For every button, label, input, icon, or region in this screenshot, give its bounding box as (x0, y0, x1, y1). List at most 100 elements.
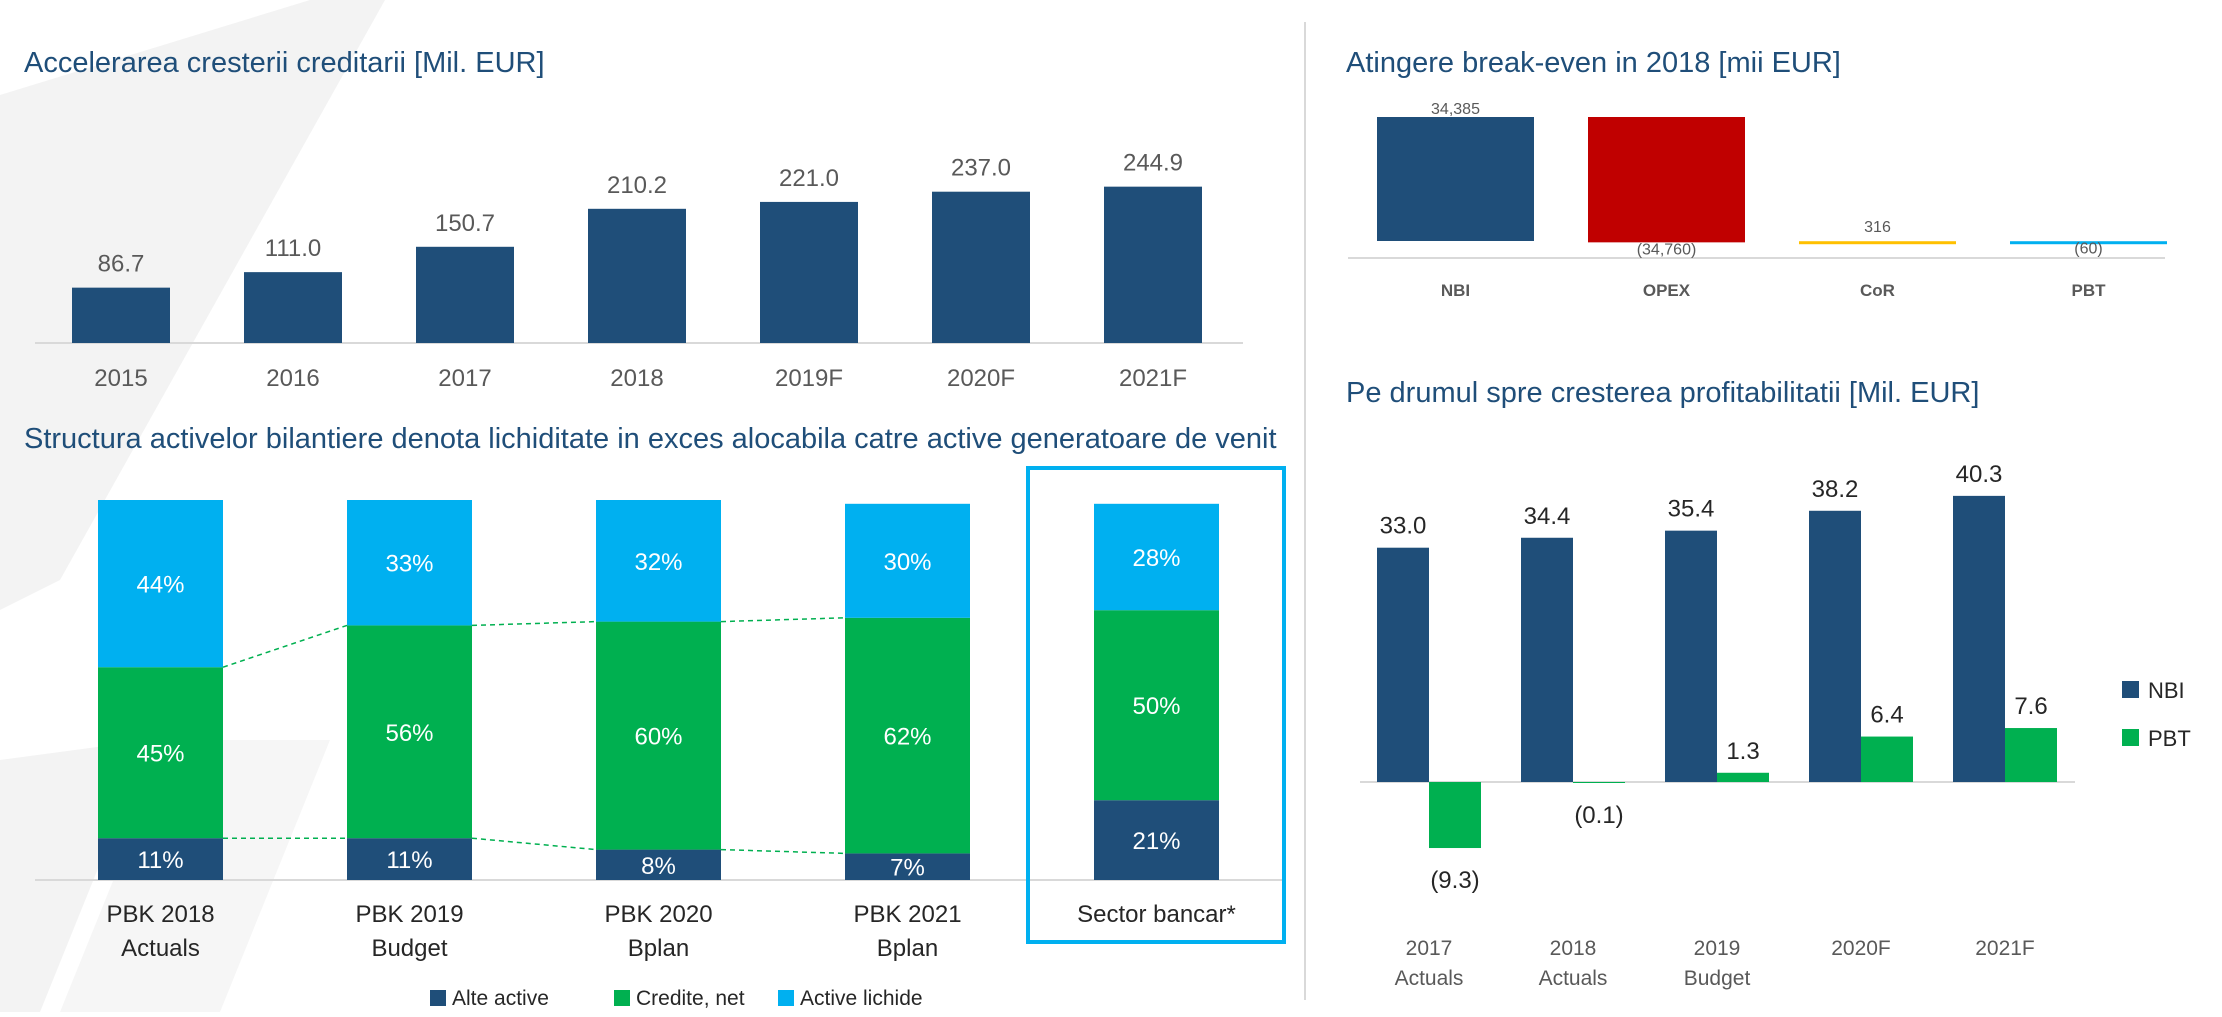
structure-segment (98, 667, 223, 839)
structure-category-label: Sector bancar* (1077, 901, 1236, 928)
structure-segment (347, 625, 472, 839)
credit-chart-title: Accelerarea cresterii creditarii [Mil. E… (24, 47, 545, 79)
structure-segment-label: 33% (385, 551, 433, 578)
structure-segment (98, 838, 223, 880)
structure-connector-line (471, 620, 597, 627)
structure-segment (845, 853, 970, 880)
credit-value-label: 111.0 (265, 235, 322, 262)
structure-chart: 11% 45% 44% PBK 2018 Actuals 11% 56% 33% PBK 201… (35, 466, 1286, 1010)
structure-segment (596, 849, 721, 880)
credit-bar (72, 287, 170, 343)
structure-category-label: PBK 2018 (106, 901, 214, 928)
breakeven-category-label: OPEX (1643, 281, 1691, 300)
profit-value-label: (0.1) (1574, 802, 1623, 829)
structure-legend-label: Credite, net (636, 987, 745, 1010)
structure-segment-label: 11% (137, 847, 183, 874)
structure-category-label: Budget (371, 935, 447, 962)
structure-connector-line (720, 848, 846, 855)
credit-bar (1104, 186, 1202, 343)
profit-value-label: 7.6 (2014, 693, 2047, 720)
sector-highlight-box (1026, 466, 1286, 944)
structure-segment-label: 60% (634, 724, 682, 751)
structure-segment-label: 45% (136, 741, 184, 768)
credit-value-label: 221.0 (779, 165, 839, 192)
structure-segment (845, 617, 970, 854)
profit-nbi-bar (1953, 495, 2005, 782)
structure-segment-label: 50% (1132, 693, 1180, 720)
credit-bar (932, 191, 1030, 343)
profit-category-label: 2021F (1975, 937, 2035, 960)
breakeven-chart: 34,385 NBI (34,760) OPEX 316 CoR (60) PBT (1348, 101, 2167, 300)
credit-value-label: 150.7 (435, 210, 495, 237)
credit-bar (588, 208, 686, 343)
breakeven-value-label: 34,385 (1431, 101, 1480, 118)
structure-category-label: Bplan (628, 935, 689, 962)
breakeven-bar (1377, 117, 1534, 241)
credit-bar (416, 246, 514, 343)
structure-segment (347, 838, 472, 880)
structure-segment (1094, 610, 1219, 801)
profit-nbi-bar (1665, 530, 1717, 782)
structure-connector-line (222, 624, 348, 668)
profit-pbt-bar (1717, 772, 1769, 782)
structure-connector-line (720, 617, 846, 623)
structure-legend-label: Alte active (452, 987, 549, 1010)
credit-category-label: 2017 (438, 365, 491, 392)
credit-category-label: 2021F (1119, 365, 1187, 392)
breakeven-value-label: (34,760) (1637, 241, 1697, 258)
structure-chart-title: Structura activelor bilantiere denota li… (24, 423, 1277, 455)
profit-category-label: Actuals (1539, 967, 1608, 990)
profit-legend-swatch (2122, 729, 2139, 746)
breakeven-category-label: NBI (1441, 281, 1470, 300)
credit-chart: 86.7 2015 111.0 2016 150.7 2017 210.2 2018 221.0… (35, 150, 1243, 392)
profit-value-label: 38.2 (1812, 476, 1859, 503)
profit-category-label: 2017 (1406, 937, 1453, 960)
structure-category-label: PBK 2020 (604, 901, 712, 928)
structure-segment (1094, 800, 1219, 880)
breakeven-chart-title: Atingere break-even in 2018 [mii EUR] (1346, 47, 1841, 79)
structure-segment-label: 8% (641, 853, 676, 880)
profit-category-label: Budget (1684, 967, 1751, 990)
profit-pbt-bar (1573, 782, 1625, 783)
profit-value-label: 33.0 (1380, 513, 1427, 540)
structure-segment-label: 28% (1132, 545, 1180, 572)
breakeven-value-label: (60) (2074, 240, 2102, 257)
structure-category-label: PBK 2021 (853, 901, 961, 928)
structure-segment-label: 62% (883, 724, 931, 751)
profit-chart: 33.0 (9.3) 2017 Actuals 34.4 (0.1) 2018 Actuals… (1360, 461, 2191, 990)
profit-pbt-bar (1861, 736, 1913, 782)
structure-legend-label: Active lichide (800, 987, 923, 1010)
profit-category-label: 2018 (1550, 937, 1597, 960)
structure-segment (98, 500, 223, 668)
structure-category-label: PBK 2019 (355, 901, 463, 928)
structure-segment-label: 30% (883, 549, 931, 576)
profit-legend-swatch (2122, 681, 2139, 698)
breakeven-bar (2010, 241, 2167, 245)
structure-segment-label: 56% (385, 720, 433, 747)
profit-value-label: 1.3 (1726, 738, 1759, 765)
profit-category-label: 2019 (1694, 937, 1741, 960)
profit-nbi-bar (1521, 537, 1573, 782)
credit-category-label: 2018 (610, 365, 663, 392)
profit-category-label: Actuals (1395, 967, 1464, 990)
breakeven-category-label: CoR (1860, 281, 1895, 300)
structure-segment-label: 32% (634, 549, 682, 576)
structure-legend-swatch (614, 990, 630, 1006)
credit-bar (760, 201, 858, 343)
credit-value-label: 210.2 (607, 172, 667, 199)
breakeven-value-label: 316 (1864, 219, 1891, 236)
credit-category-label: 2019F (775, 365, 843, 392)
credit-category-label: 2015 (94, 365, 147, 392)
credit-value-label: 86.7 (98, 251, 145, 278)
profit-value-label: 35.4 (1668, 496, 1715, 523)
structure-category-label: Bplan (877, 935, 938, 962)
profit-legend-label: NBI (2148, 678, 2185, 703)
profit-value-label: 6.4 (1870, 702, 1903, 729)
structure-segment (347, 500, 472, 626)
profit-nbi-bar (1809, 510, 1861, 782)
structure-connector-line (471, 837, 597, 851)
structure-segment-label: 21% (1132, 828, 1180, 855)
structure-segment (1094, 503, 1219, 611)
